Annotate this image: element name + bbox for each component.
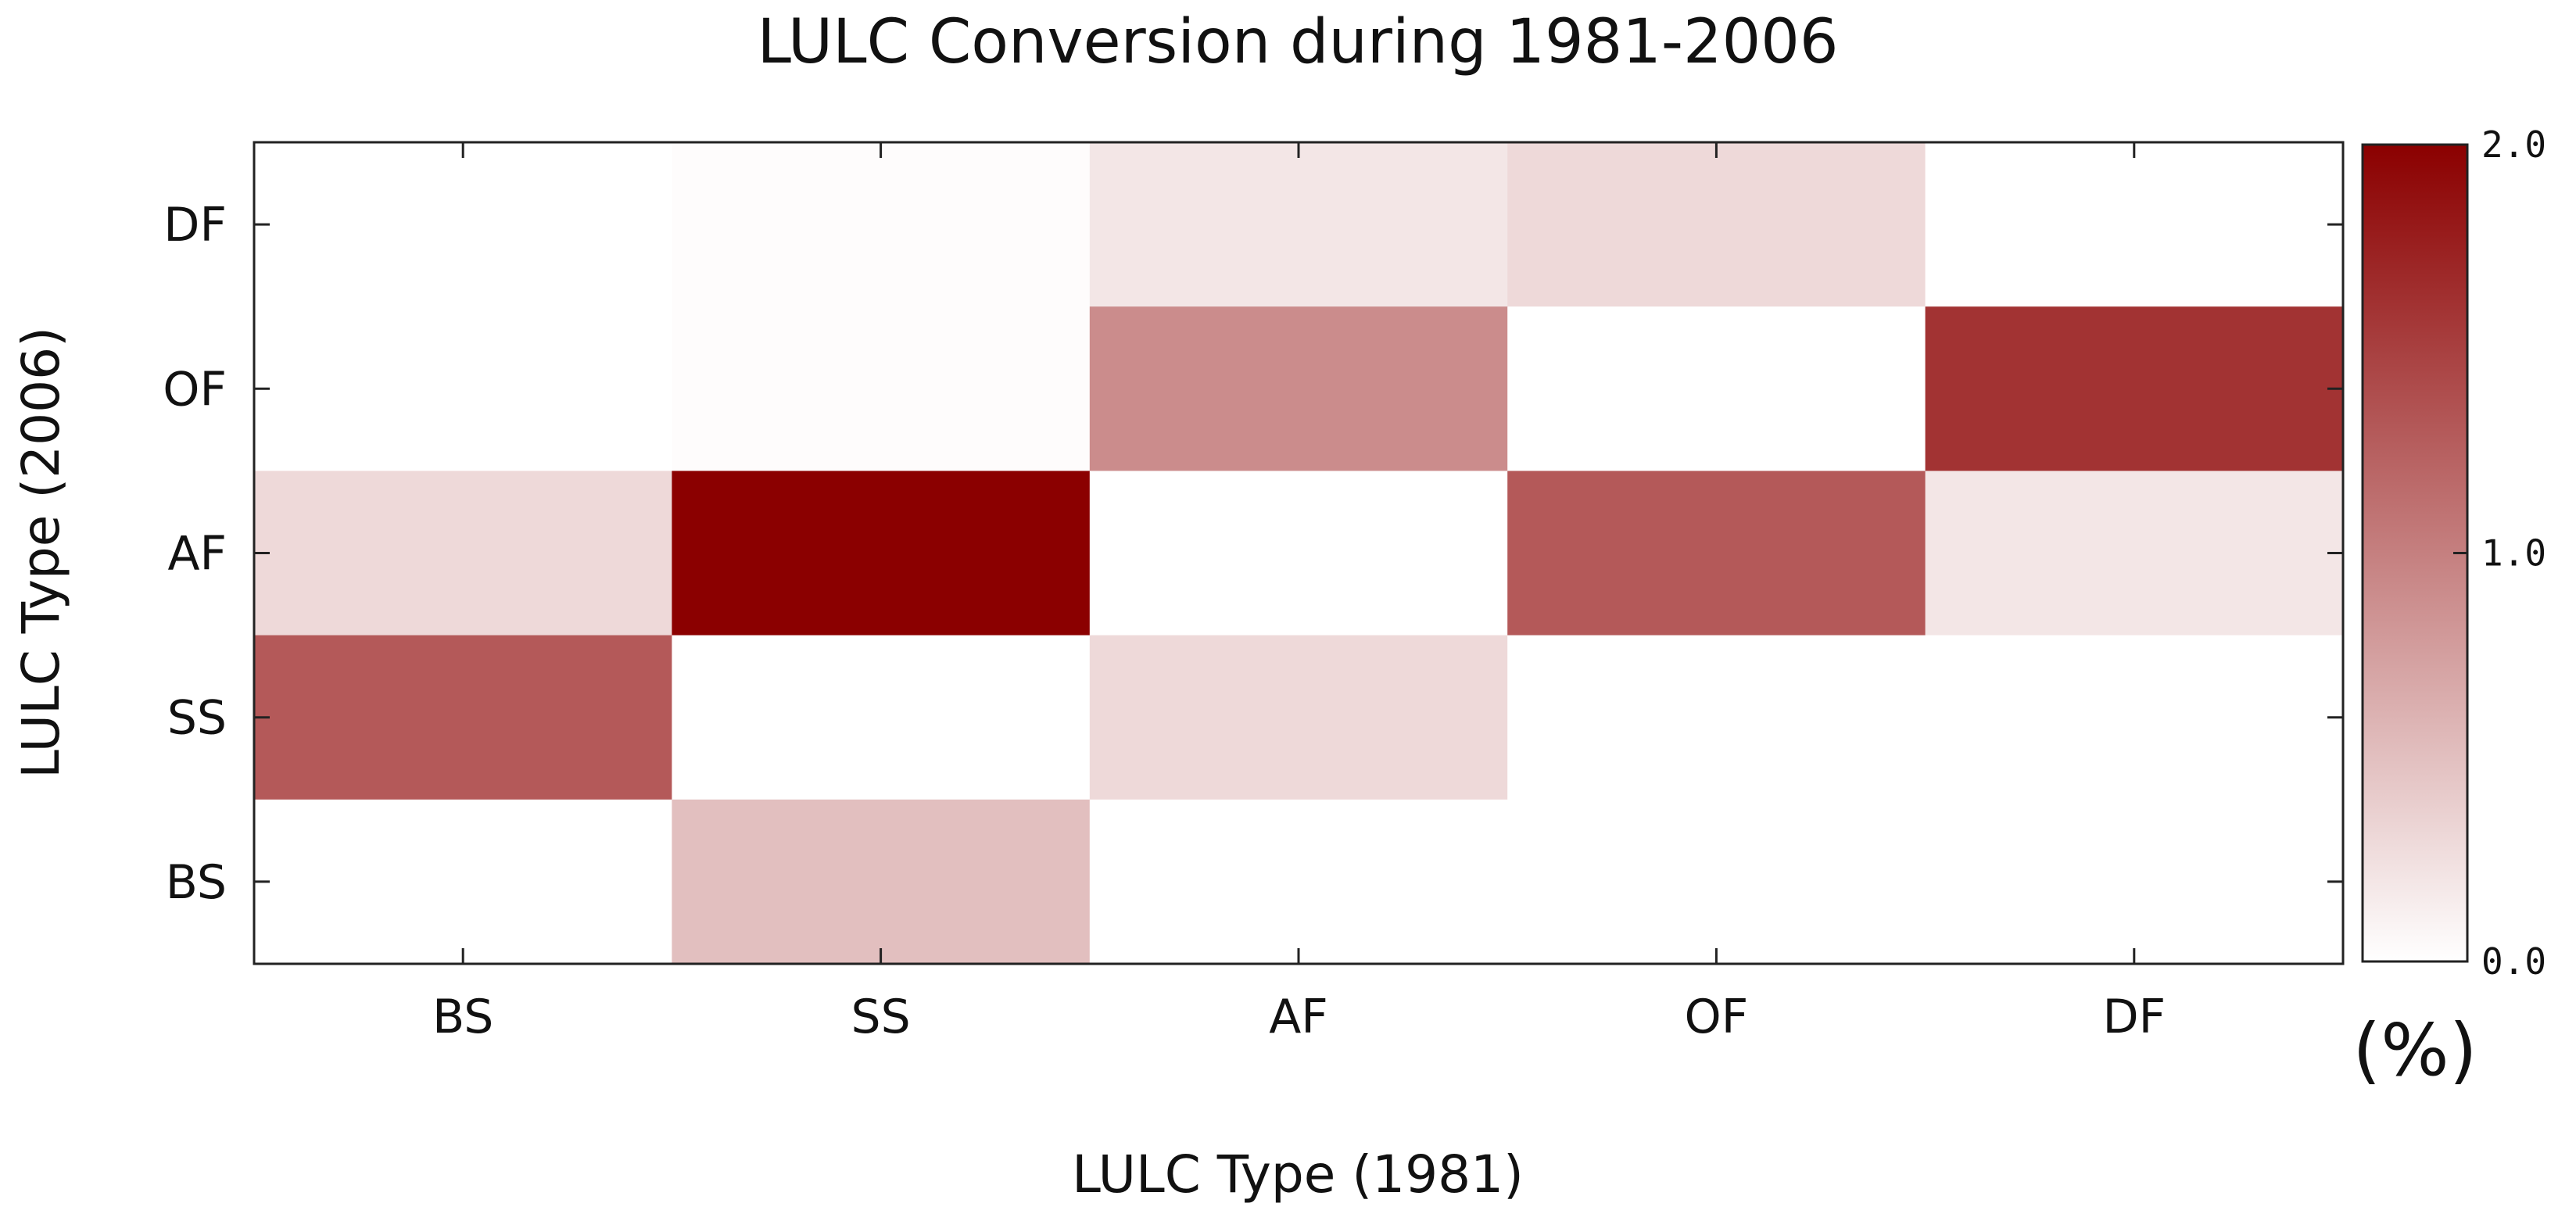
x-tick-label: AF — [1269, 990, 1328, 1044]
y-tick-label: BS — [166, 855, 227, 910]
heatmap-cell-SS-SS — [672, 635, 1091, 800]
heatmap-cell-OF-DF — [1925, 306, 2344, 471]
colorbar-ticks: 0.0 1.0 2.0 — [2453, 124, 2546, 983]
x-axis-label: LULC Type (1981) — [1072, 1144, 1524, 1205]
y-tick-labels: DF OF AF SS BS — [163, 198, 227, 910]
heatmap-cell-BS-DF — [1925, 799, 2344, 965]
axis-ticks — [254, 142, 2343, 964]
y-tick-label: AF — [167, 527, 227, 582]
y-tick-label: DF — [163, 198, 227, 252]
heatmap-cell-AF-SS — [672, 471, 1091, 636]
x-tick-label: OF — [1685, 990, 1749, 1044]
chart-title: LULC Conversion during 1981-2006 — [757, 7, 1838, 77]
x-tick-labels: BS SS AF OF DF — [432, 990, 2166, 1044]
heatmap-cell-DF-OF — [1507, 142, 1926, 307]
heatmap-cell-BS-BS — [254, 799, 672, 965]
heatmap-cell-AF-BS — [254, 471, 672, 636]
heatmap-cell-SS-BS — [254, 635, 672, 800]
heatmap-cell-AF-DF — [1925, 471, 2344, 636]
colorbar-tick-label: 1.0 — [2481, 532, 2546, 575]
heatmap-cell-SS-AF — [1089, 635, 1508, 800]
heatmap-cell-BS-AF — [1089, 799, 1508, 965]
heatmap-cells — [254, 142, 2344, 965]
heatmap-cell-AF-OF — [1507, 471, 1926, 636]
heatmap-cell-BS-SS — [672, 799, 1091, 965]
heatmap-cell-AF-AF — [1089, 471, 1508, 636]
heatmap-cell-OF-AF — [1089, 306, 1508, 471]
colorbar-unit-label: (%) — [2352, 1008, 2477, 1092]
y-tick-label: SS — [167, 691, 227, 746]
heatmap-cell-BS-OF — [1507, 799, 1926, 965]
heatmap-cell-OF-SS — [672, 306, 1091, 471]
y-tick-label: OF — [163, 362, 227, 417]
x-tick-label: SS — [851, 990, 911, 1044]
x-tick-label: DF — [2102, 990, 2166, 1044]
y-axis-label: LULC Type (2006) — [11, 327, 71, 779]
x-tick-label: BS — [432, 990, 493, 1044]
heatmap-cell-DF-SS — [672, 142, 1091, 307]
heatmap-cell-SS-OF — [1507, 635, 1926, 800]
heatmap-cell-DF-AF — [1089, 142, 1508, 307]
heatmap-cell-SS-DF — [1925, 635, 2344, 800]
heatmap-cell-OF-OF — [1507, 306, 1926, 471]
heatmap-cell-DF-DF — [1925, 142, 2344, 307]
heatmap-cell-DF-BS — [254, 142, 672, 307]
colorbar-tick-label: 2.0 — [2481, 124, 2546, 166]
colorbar — [2361, 143, 2469, 963]
colorbar-tick-label: 0.0 — [2481, 940, 2546, 983]
heatmap-cell-OF-BS — [254, 306, 672, 471]
